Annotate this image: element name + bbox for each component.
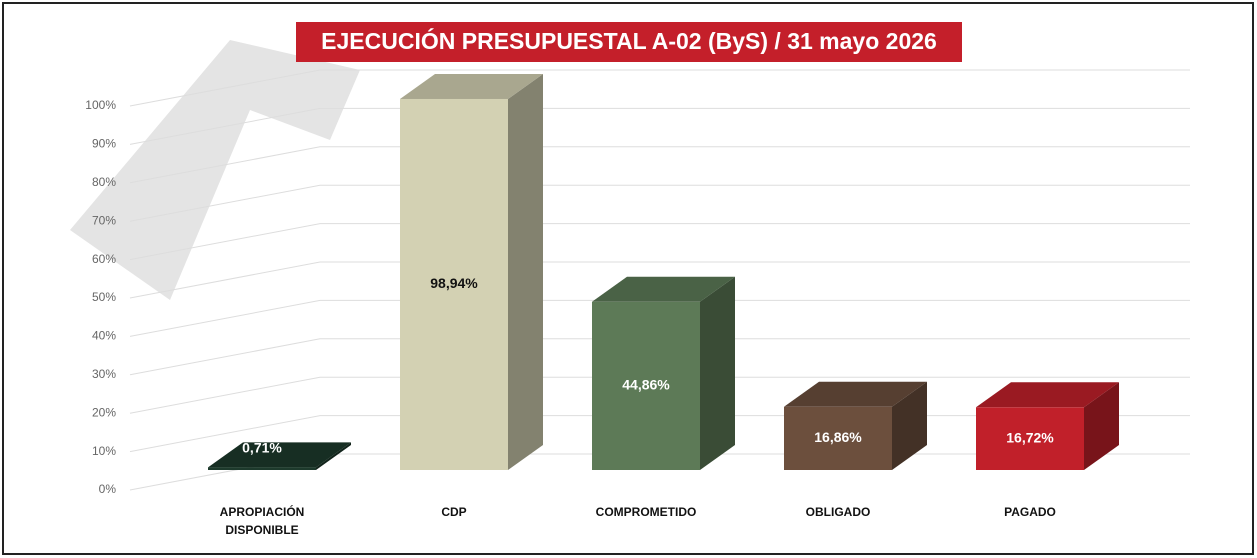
grid-line — [129, 107, 1190, 145]
value-label: 16,86% — [814, 429, 862, 445]
chart-title: EJECUCIÓN PRESUPUESTAL A-02 (ByS) / 31 m… — [321, 27, 937, 54]
bar-side — [892, 381, 927, 470]
y-tick-label: 40% — [92, 329, 116, 343]
title-box — [296, 22, 962, 62]
bar-top — [208, 442, 351, 468]
y-tick-label: 20% — [92, 405, 116, 419]
bar-top — [400, 73, 543, 99]
bar — [208, 467, 316, 470]
bar-top — [592, 276, 735, 302]
y-tick-label: 50% — [92, 290, 116, 304]
value-label: 0,71% — [242, 440, 282, 456]
bar-side — [700, 276, 735, 470]
bar-side — [508, 73, 543, 470]
y-tick-label: 60% — [92, 252, 116, 266]
x-tick-label: APROPIACIÓN DISPONIBLE — [219, 505, 305, 537]
value-label: 44,86% — [622, 377, 670, 393]
grid-line — [129, 146, 1190, 184]
bar — [976, 407, 1084, 470]
watermark — [70, 40, 360, 300]
bar-top — [976, 382, 1119, 408]
x-tick-label: PAGADO — [1004, 505, 1056, 519]
y-tick-label: 100% — [85, 98, 116, 112]
bar-side — [1084, 382, 1119, 470]
value-label: 98,94% — [430, 275, 478, 291]
bar — [400, 98, 508, 470]
grid-line — [129, 69, 1190, 107]
bar-top — [784, 381, 927, 407]
x-tick-label: CDP — [441, 505, 467, 519]
grid-line — [129, 376, 1190, 414]
bar — [784, 406, 892, 470]
y-tick-label: 0% — [99, 482, 117, 496]
value-label: 16,72% — [1006, 429, 1054, 445]
x-tick-label: COMPROMETIDO — [595, 505, 697, 519]
grid-line — [129, 338, 1190, 376]
grid-line — [129, 299, 1190, 337]
y-tick-label: 30% — [92, 367, 116, 381]
y-tick-label: 90% — [92, 137, 116, 151]
grid-line — [129, 184, 1190, 222]
grid-line — [129, 223, 1190, 261]
x-tick-label: OBLIGADO — [805, 505, 871, 519]
bar — [592, 301, 700, 470]
y-tick-label: 10% — [92, 444, 116, 458]
y-tick-label: 70% — [92, 213, 116, 227]
bar-side — [316, 442, 351, 470]
y-tick-label: 80% — [92, 175, 116, 189]
grid-line — [129, 261, 1190, 299]
